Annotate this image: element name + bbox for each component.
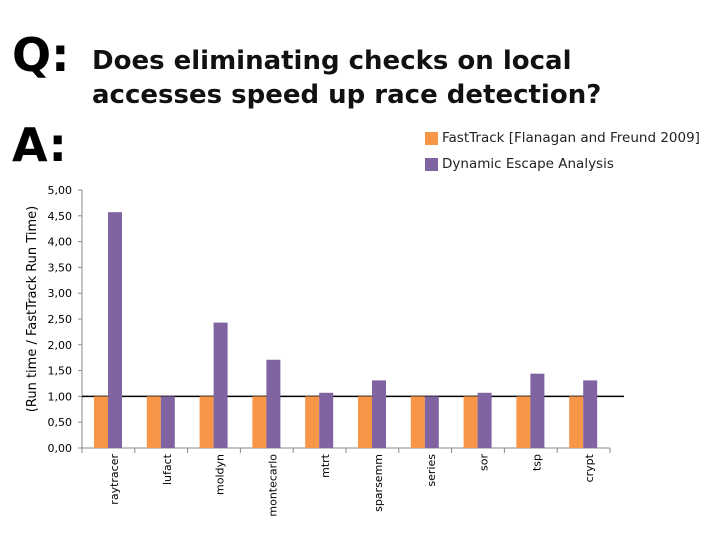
bar-fasttrack xyxy=(463,396,478,448)
y-tick-label: 2,50 xyxy=(48,313,73,326)
bar-dynamic-escape xyxy=(372,380,386,448)
category-label: lufact xyxy=(161,453,174,485)
bar-fasttrack xyxy=(305,396,320,448)
bar-dynamic-escape xyxy=(583,380,598,448)
category-label: moldyn xyxy=(214,454,227,495)
bar-dynamic-escape xyxy=(108,212,122,448)
y-tick-label: 2,00 xyxy=(48,339,73,352)
question-marker: Q: xyxy=(12,28,70,82)
bar-fasttrack xyxy=(358,396,372,448)
bar-fasttrack xyxy=(410,396,425,448)
bar-dynamic-escape xyxy=(266,359,281,448)
legend-label-fasttrack: FastTrack [Flanagan and Freund 2009] xyxy=(442,130,700,146)
y-tick-label: 4,00 xyxy=(48,236,73,249)
category-label: series xyxy=(425,454,438,487)
category-label: sparsemm xyxy=(372,454,385,512)
bar-dynamic-escape xyxy=(530,373,545,448)
category-label: sor xyxy=(478,454,491,471)
bar-fasttrack xyxy=(516,396,531,448)
bar-dynamic-escape xyxy=(319,392,334,448)
y-tick-label: 1,00 xyxy=(48,390,73,403)
bar-dynamic-escape xyxy=(160,396,175,448)
category-label: raytracer xyxy=(108,454,121,505)
y-tick-label: 1,50 xyxy=(48,365,73,378)
bar-fasttrack xyxy=(94,396,108,448)
bar-dynamic-escape xyxy=(213,322,228,448)
legend-swatch-dynamic-escape xyxy=(425,157,438,171)
bar-dynamic-escape xyxy=(477,392,492,448)
category-label: montecarlo xyxy=(266,454,279,517)
y-tick-label: 4,50 xyxy=(48,210,73,223)
category-label: tsp xyxy=(530,454,543,471)
y-tick-label: 5,00 xyxy=(48,184,73,197)
y-tick-label: 0,50 xyxy=(48,416,73,429)
legend-item-fasttrack: FastTrack [Flanagan and Freund 2009] xyxy=(425,125,700,151)
legend-item-dynamic-escape: Dynamic Escape Analysis xyxy=(425,151,700,177)
y-axis-label: (Run time / FastTrack Run Time) xyxy=(25,206,40,412)
legend-label-dynamic-escape: Dynamic Escape Analysis xyxy=(442,156,614,172)
bar-fasttrack xyxy=(199,396,214,448)
bar-layer xyxy=(94,212,598,448)
label-layer: 0,00 0,50 1,00 1,50 2,00 2,50 3,00 3,50 4,00 4,50… xyxy=(48,184,597,517)
bar-fasttrack xyxy=(146,396,161,448)
bar-dynamic-escape xyxy=(424,396,439,448)
legend-swatch-fasttrack xyxy=(425,131,438,145)
category-label: crypt xyxy=(583,453,596,482)
question-text: Does eliminating checks on local accesse… xyxy=(92,46,602,110)
y-tick-label: 3,00 xyxy=(48,287,73,300)
bar-fasttrack xyxy=(569,396,584,448)
answer-marker: A: xyxy=(12,118,67,172)
bar-fasttrack xyxy=(252,396,267,448)
category-label: mtrt xyxy=(319,453,332,478)
y-tick-label: 3,50 xyxy=(48,261,73,274)
chart-legend: FastTrack [Flanagan and Freund 2009] Dyn… xyxy=(425,125,700,177)
y-tick-label: 0,00 xyxy=(48,442,73,455)
